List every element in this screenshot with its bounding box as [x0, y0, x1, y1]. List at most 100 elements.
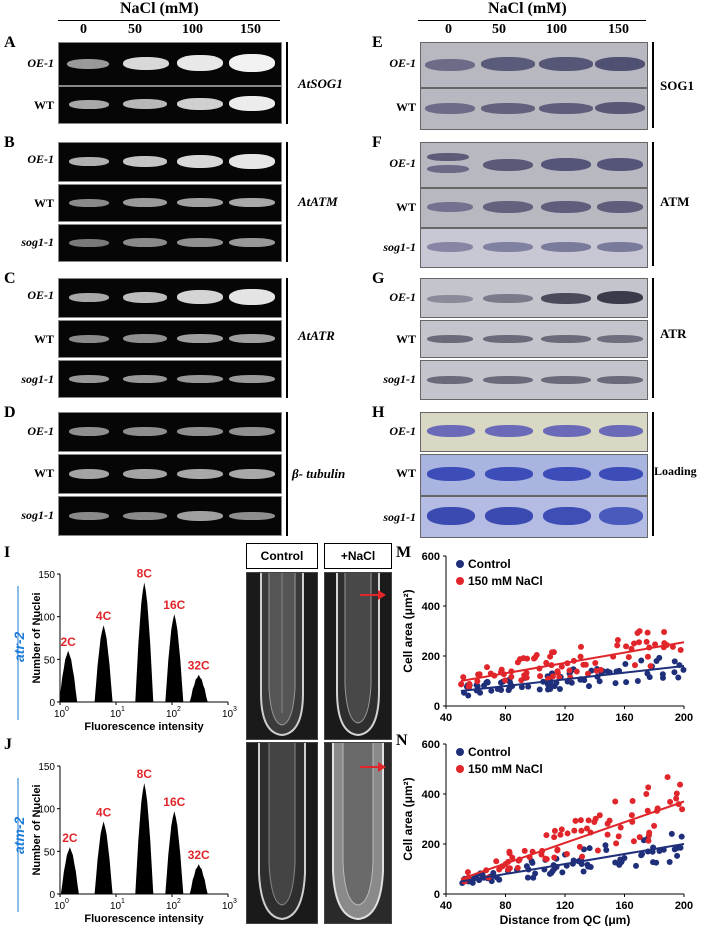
gene-label-f: ATM	[660, 194, 690, 209]
data-point	[558, 826, 565, 833]
data-point	[596, 678, 603, 685]
data-point	[584, 861, 591, 868]
data-point	[563, 851, 570, 858]
data-point	[603, 847, 610, 854]
data-point	[659, 671, 666, 678]
genotype-label: atm-2	[11, 816, 27, 854]
data-point	[636, 834, 643, 841]
data-point	[537, 673, 544, 680]
row-label: OE-1	[389, 290, 416, 304]
panel-label-j: J	[4, 736, 12, 753]
peak-label: 4C	[96, 609, 112, 623]
gel-d-sog1	[58, 496, 282, 536]
gel-b-oe1	[58, 142, 282, 182]
histogram-peak	[165, 614, 184, 702]
x-tick-exponent: 1	[121, 898, 125, 905]
data-point	[476, 671, 483, 678]
row-label: WT	[395, 466, 416, 480]
x-tick-exponent: 0	[65, 706, 69, 713]
data-point	[509, 854, 516, 861]
y-tick-label: 400	[422, 789, 440, 801]
blot-g-wt	[420, 320, 648, 358]
data-point	[583, 825, 590, 832]
data-point	[653, 658, 660, 665]
data-point	[613, 840, 620, 847]
data-point	[645, 784, 652, 791]
gel-d-wt	[58, 454, 282, 494]
data-point	[460, 674, 467, 681]
data-point	[586, 845, 593, 852]
x-tick-exponent: 3	[233, 898, 237, 905]
data-point	[496, 866, 503, 873]
data-point	[643, 638, 650, 645]
data-point	[667, 798, 674, 805]
legend-marker	[456, 577, 464, 585]
data-point	[679, 806, 686, 813]
data-point	[521, 847, 528, 854]
data-point	[576, 843, 583, 850]
data-point	[543, 856, 550, 863]
gel-b-sog1	[58, 224, 282, 262]
row-label: sog1-1	[21, 508, 54, 522]
data-point	[558, 663, 565, 670]
scatter-n: 0 200 400 600 40 80 120 160 200 Cell area (μm²) Di…	[394, 736, 704, 927]
data-point	[585, 683, 592, 690]
row-label: OE-1	[389, 56, 416, 70]
x-tick-label: 40	[440, 712, 452, 724]
conc-label: 100	[546, 22, 567, 37]
data-point	[506, 685, 513, 692]
x-tick-exponent: 2	[177, 898, 181, 905]
gel-a-oe1	[58, 42, 282, 86]
bracket-d	[286, 412, 288, 536]
data-point	[543, 659, 550, 666]
gene-label-d: β- tubulin	[292, 466, 346, 481]
y-tick-label: 400	[422, 601, 440, 613]
data-point	[506, 850, 513, 857]
peak-label: 2C	[62, 831, 78, 845]
x-tick-exponent: 1	[121, 706, 125, 713]
data-point	[474, 678, 481, 685]
data-point	[643, 791, 650, 798]
row-label: WT	[395, 200, 416, 214]
x-tick-label: 80	[499, 712, 511, 724]
y-axis-label: Number of Nuclei	[31, 784, 43, 875]
data-point	[629, 798, 636, 805]
data-point	[632, 862, 639, 869]
scatter-m-svg: 0 200 400 600 40 80 120 160 200 Cell area (μm²) Co…	[401, 551, 693, 724]
gene-label-e: SOG1	[660, 78, 694, 93]
data-point	[544, 681, 551, 688]
data-point	[675, 674, 682, 681]
data-point	[666, 859, 673, 866]
conc-label: 50	[128, 22, 142, 37]
y-tick-label: 50	[44, 655, 56, 666]
row-label: WT	[33, 332, 54, 346]
data-point	[622, 661, 629, 668]
data-point	[604, 820, 611, 827]
blot-f-wt	[420, 188, 648, 228]
x-tick-label: 160	[615, 712, 633, 724]
data-point	[592, 660, 599, 667]
data-point	[594, 847, 601, 854]
data-point	[523, 863, 530, 870]
data-point	[671, 846, 678, 853]
data-point	[458, 681, 465, 688]
data-point	[612, 680, 619, 687]
data-point	[566, 667, 573, 674]
data-point	[630, 838, 637, 845]
data-point	[617, 824, 624, 831]
bracket-a	[286, 42, 288, 124]
conc-label: 0	[80, 22, 87, 37]
legend-label: Control	[468, 745, 511, 759]
data-point	[544, 686, 551, 693]
histogram-peak	[135, 582, 154, 702]
data-point	[644, 629, 651, 636]
legend-label: Control	[468, 557, 511, 571]
legend-marker	[456, 560, 464, 568]
data-point	[571, 827, 578, 834]
histogram-peak	[165, 811, 184, 894]
panel-label-c: C	[4, 270, 16, 287]
gel-c-wt	[58, 320, 282, 358]
data-point	[578, 827, 585, 834]
x-tick-label: 10	[110, 901, 122, 912]
data-point	[631, 640, 638, 647]
